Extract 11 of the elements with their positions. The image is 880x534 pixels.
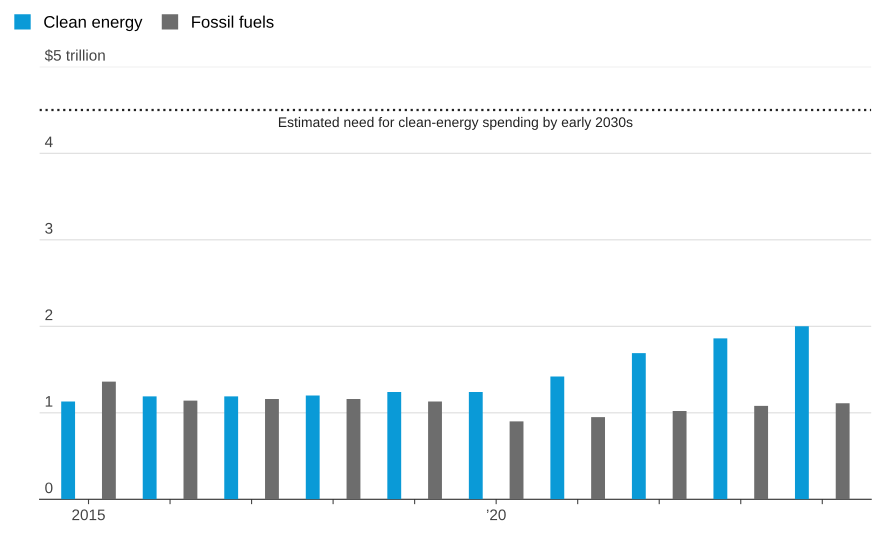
y-tick-label: 1 <box>46 396 52 407</box>
legend-label: Fossil fuels <box>192 16 274 28</box>
y-tick-label: 3 <box>45 222 52 234</box>
y-tick-label: $5 trillion <box>44 49 105 62</box>
x-tick-label: ’20 <box>486 509 506 520</box>
x-tick-label: 2015 <box>72 509 105 520</box>
y-tick-label: 4 <box>44 136 53 148</box>
y-tick-label: 2 <box>45 309 52 320</box>
y-tick-label: 0 <box>45 482 52 494</box>
legend-label: Clean energy <box>44 16 142 32</box>
ref-line-label: Estimated need for clean-energy spending by early 2030s <box>278 116 632 130</box>
